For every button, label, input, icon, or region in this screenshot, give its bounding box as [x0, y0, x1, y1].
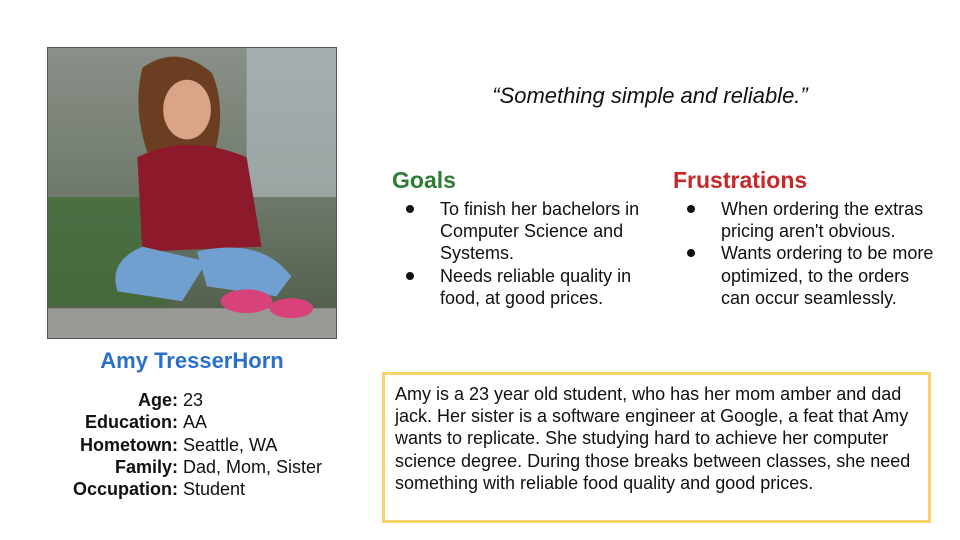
- goal-text: Needs reliable quality in food, at good …: [440, 265, 632, 308]
- persona-details: Age: 23 Education: AA Hometown: Seattle,…: [40, 389, 360, 500]
- detail-label: Age:: [138, 390, 178, 410]
- detail-family: Family: Dad, Mom, Sister: [40, 456, 360, 478]
- detail-label: Education:: [85, 412, 178, 433]
- goals-section: Goals To finish her bachelors in Compute…: [392, 167, 662, 309]
- detail-value: 23: [183, 390, 204, 410]
- detail-label: Occupation:: [72, 479, 178, 500]
- detail-age: Age: 23: [40, 389, 360, 411]
- detail-value: Seattle, WA: [183, 434, 278, 455]
- bullet-icon: [687, 249, 695, 258]
- frustrations-title: Frustrations: [673, 167, 808, 193]
- detail-value: AA: [183, 412, 208, 433]
- goals-title: Goals: [392, 167, 456, 193]
- persona-name: Amy TresserHorn: [100, 348, 284, 373]
- frustration-text: Wants ordering to be more optimized, to …: [721, 243, 934, 308]
- detail-label: Family:: [114, 456, 178, 477]
- detail-label: Hometown:: [80, 434, 178, 455]
- goal-text: To finish her bachelors in Computer Scie…: [440, 199, 640, 264]
- frustration-text: When ordering the extras pricing aren't …: [721, 199, 924, 242]
- bullet-icon: [406, 271, 414, 280]
- detail-education: Education: AA: [40, 411, 360, 433]
- persona-quote: “Something simple and reliable.”: [492, 83, 808, 108]
- goal-item: Needs reliable quality in food, at good …: [392, 265, 662, 309]
- persona-bio: Amy is a 23 year old student, who has he…: [382, 372, 931, 523]
- frustration-item: Wants ordering to be more optimized, to …: [673, 242, 943, 309]
- frustrations-list: When ordering the extras pricing aren't …: [673, 198, 943, 309]
- goal-item: To finish her bachelors in Computer Scie…: [392, 198, 662, 265]
- detail-value: Dad, Mom, Sister: [183, 456, 323, 477]
- goals-list: To finish her bachelors in Computer Scie…: [392, 198, 662, 309]
- frustrations-section: Frustrations When ordering the extras pr…: [673, 167, 943, 309]
- bullet-icon: [687, 205, 695, 213]
- detail-hometown: Hometown: Seattle, WA: [40, 434, 360, 456]
- detail-value: Student: [183, 479, 246, 500]
- bullet-icon: [406, 205, 414, 213]
- persona-photo: [47, 47, 337, 339]
- detail-occupation: Occupation: Student: [40, 478, 360, 500]
- frustration-item: When ordering the extras pricing aren't …: [673, 198, 943, 242]
